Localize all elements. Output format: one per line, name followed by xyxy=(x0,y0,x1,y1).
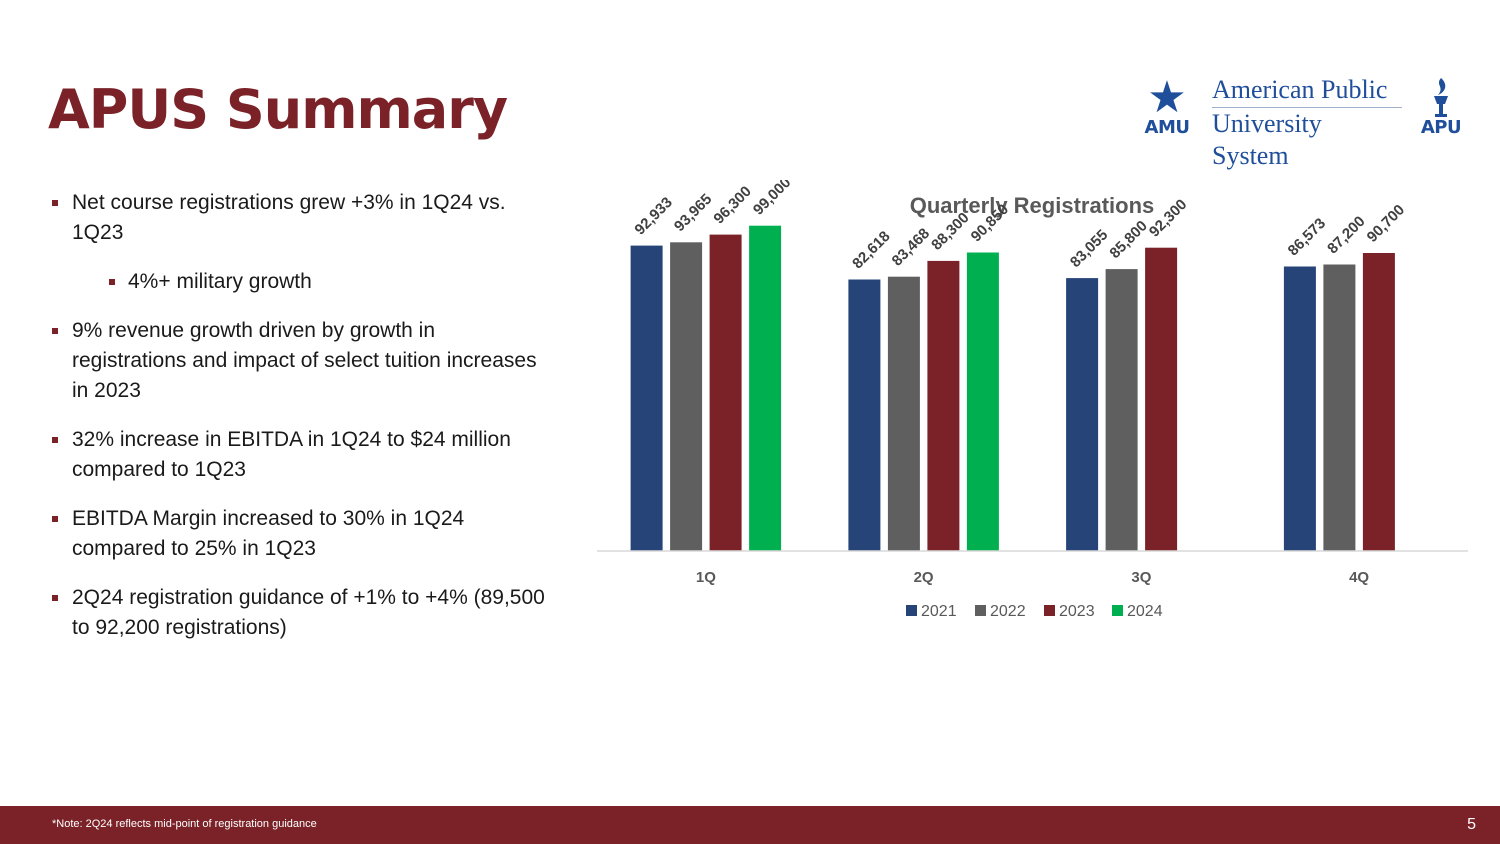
bar-3Q-2023 xyxy=(1145,247,1178,551)
apu-abbr: APU xyxy=(1420,117,1462,138)
data-label-2Q-2022: 83,468 xyxy=(889,225,933,269)
bar-2Q-2021 xyxy=(848,279,881,551)
x-tick-4Q: 4Q xyxy=(1349,569,1369,586)
data-label-1Q-2021: 92,933 xyxy=(631,194,675,238)
bar-1Q-2022 xyxy=(670,242,703,552)
legend-label-2021: 2021 xyxy=(921,603,957,620)
data-label-2Q-2021: 82,618 xyxy=(849,228,893,272)
footnote: *Note: 2Q24 reflects mid-point of regist… xyxy=(52,818,317,830)
bullet-item: 9% revenue growth driven by growth in re… xyxy=(50,316,550,406)
apus-logo: ★ AMU American Public University System … xyxy=(1138,73,1470,170)
torch-icon xyxy=(1434,78,1448,117)
summary-bullets: Net course registrations grew +3% in 1Q2… xyxy=(50,188,550,662)
data-label-3Q-2021: 83,055 xyxy=(1067,226,1111,270)
logo-wordmark: American Public University System xyxy=(1212,74,1402,172)
bar-4Q-2021 xyxy=(1283,266,1316,551)
bar-1Q-2023 xyxy=(709,234,742,551)
amu-abbr: AMU xyxy=(1144,117,1190,138)
logo-name-line2: University System xyxy=(1212,109,1322,170)
legend-swatch-2024 xyxy=(1112,605,1123,616)
data-label-1Q-2024: 99,000 xyxy=(750,180,794,219)
bullet-item: EBITDA Margin increased to 30% in 1Q24 c… xyxy=(50,504,550,564)
bar-3Q-2021 xyxy=(1066,278,1099,551)
slide-title: APUS Summary xyxy=(48,78,508,141)
x-tick-1Q: 1Q xyxy=(696,569,716,586)
legend-label-2024: 2024 xyxy=(1127,603,1163,620)
footer-bar: *Note: 2Q24 reflects mid-point of regist… xyxy=(0,806,1500,844)
bar-4Q-2022 xyxy=(1323,264,1356,551)
legend-label-2023: 2023 xyxy=(1059,603,1095,620)
star-icon: ★ xyxy=(1147,73,1187,122)
amu-logo: ★ AMU xyxy=(1138,73,1196,138)
chart-svg: Quarterly Registrations 92,93393,96596,3… xyxy=(597,174,1468,620)
page-number: 5 xyxy=(1467,816,1476,833)
x-tick-2Q: 2Q xyxy=(914,569,934,586)
legend-swatch-2022 xyxy=(975,605,986,616)
apu-logo: APU xyxy=(1412,76,1470,138)
bullet-item: Net course registrations grew +3% in 1Q2… xyxy=(50,188,550,248)
legend-swatch-2021 xyxy=(906,605,917,616)
sub-bullet-item: 4%+ military growth xyxy=(50,267,550,297)
data-label-3Q-2022: 85,800 xyxy=(1106,217,1150,261)
data-label-1Q-2023: 96,300 xyxy=(710,183,754,227)
data-label-1Q-2022: 93,965 xyxy=(671,191,715,235)
bullet-item: 2Q24 registration guidance of +1% to +4%… xyxy=(50,583,550,643)
bar-2Q-2024 xyxy=(966,252,999,551)
bar-2Q-2023 xyxy=(927,260,960,551)
bullet-item: 32% increase in EBITDA in 1Q24 to $24 mi… xyxy=(50,425,550,485)
chart-title: Quarterly Registrations xyxy=(910,193,1155,218)
data-label-4Q-2021: 86,573 xyxy=(1285,215,1329,259)
bar-1Q-2024 xyxy=(749,225,782,551)
bar-3Q-2022 xyxy=(1105,269,1138,551)
legend-label-2022: 2022 xyxy=(990,603,1026,620)
quarterly-registrations-chart: Quarterly Registrations 92,933 93,965 96,3… xyxy=(590,174,1480,630)
bar-1Q-2021 xyxy=(630,245,663,551)
data-label-4Q-2023: 90,700 xyxy=(1364,201,1408,245)
x-tick-3Q: 3Q xyxy=(1131,569,1151,586)
bar-2Q-2022 xyxy=(887,276,920,551)
data-label-4Q-2022: 87,200 xyxy=(1324,213,1368,257)
bar-4Q-2023 xyxy=(1362,253,1395,551)
logo-name-line1: American Public xyxy=(1212,74,1402,108)
legend-swatch-2023 xyxy=(1044,605,1055,616)
